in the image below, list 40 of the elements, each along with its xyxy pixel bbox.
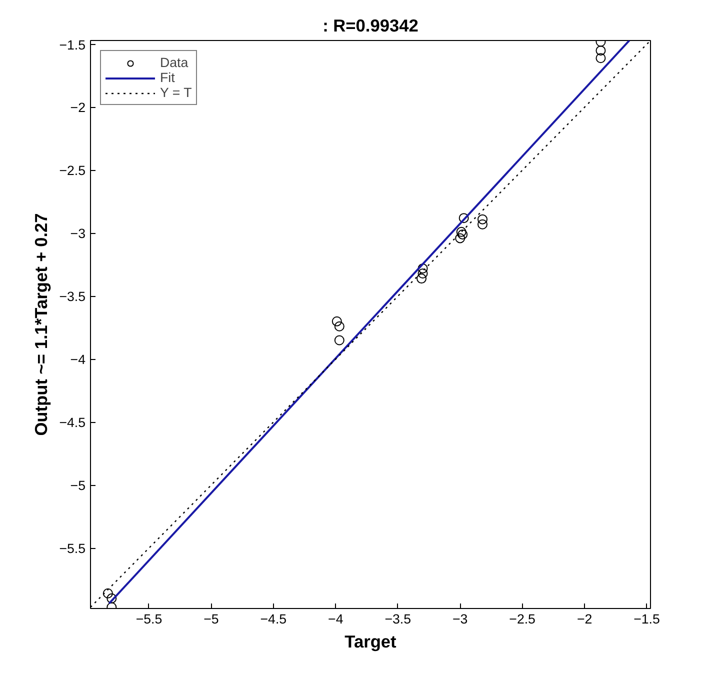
y-axis-title: Output ~= 1.1*Target + 0.27	[31, 213, 52, 436]
x-axis-title: Target	[344, 632, 397, 652]
point	[418, 263, 428, 274]
y-tick-label: −3	[70, 226, 86, 242]
x-tick-label: −4.5	[260, 612, 287, 626]
y-tick-label: −1.5	[59, 37, 86, 52]
point	[478, 214, 488, 224]
point	[332, 316, 342, 326]
point	[334, 321, 344, 332]
point	[478, 219, 488, 230]
y-tick-label: −2	[70, 100, 86, 116]
point	[596, 53, 606, 64]
x-tick-label: −1.5	[634, 612, 660, 626]
legend-label: Y = T	[160, 85, 192, 100]
y-tick-label: −5	[70, 478, 86, 494]
x-tick-label: −3.5	[384, 612, 412, 626]
x-tick-label: −5.5	[136, 612, 162, 626]
x-tick-label: −2	[576, 612, 592, 626]
y-tick-label: −2.5	[59, 163, 86, 178]
legend-label: Data	[160, 55, 188, 70]
point	[418, 268, 428, 278]
point	[596, 46, 606, 56]
x-tick-label: −4	[328, 612, 344, 626]
y-tick-label: −5.5	[59, 541, 86, 556]
x-tick-label: −2.5	[509, 612, 536, 626]
point	[106, 593, 117, 604]
legend-label: Fit	[160, 70, 176, 85]
point	[458, 229, 468, 240]
y-tick-label: −4	[70, 352, 86, 368]
x-tick-label: −3	[452, 612, 468, 626]
point	[456, 226, 466, 237]
point	[416, 274, 427, 284]
point	[334, 335, 344, 346]
point	[455, 233, 466, 244]
y-tick-label: −3.5	[59, 289, 86, 304]
point	[458, 213, 469, 224]
y-tick-label: −4.5	[59, 415, 86, 430]
point	[102, 588, 113, 598]
chart-title: : R=0.99342	[322, 16, 418, 36]
x-tick-label: −5	[204, 612, 219, 626]
